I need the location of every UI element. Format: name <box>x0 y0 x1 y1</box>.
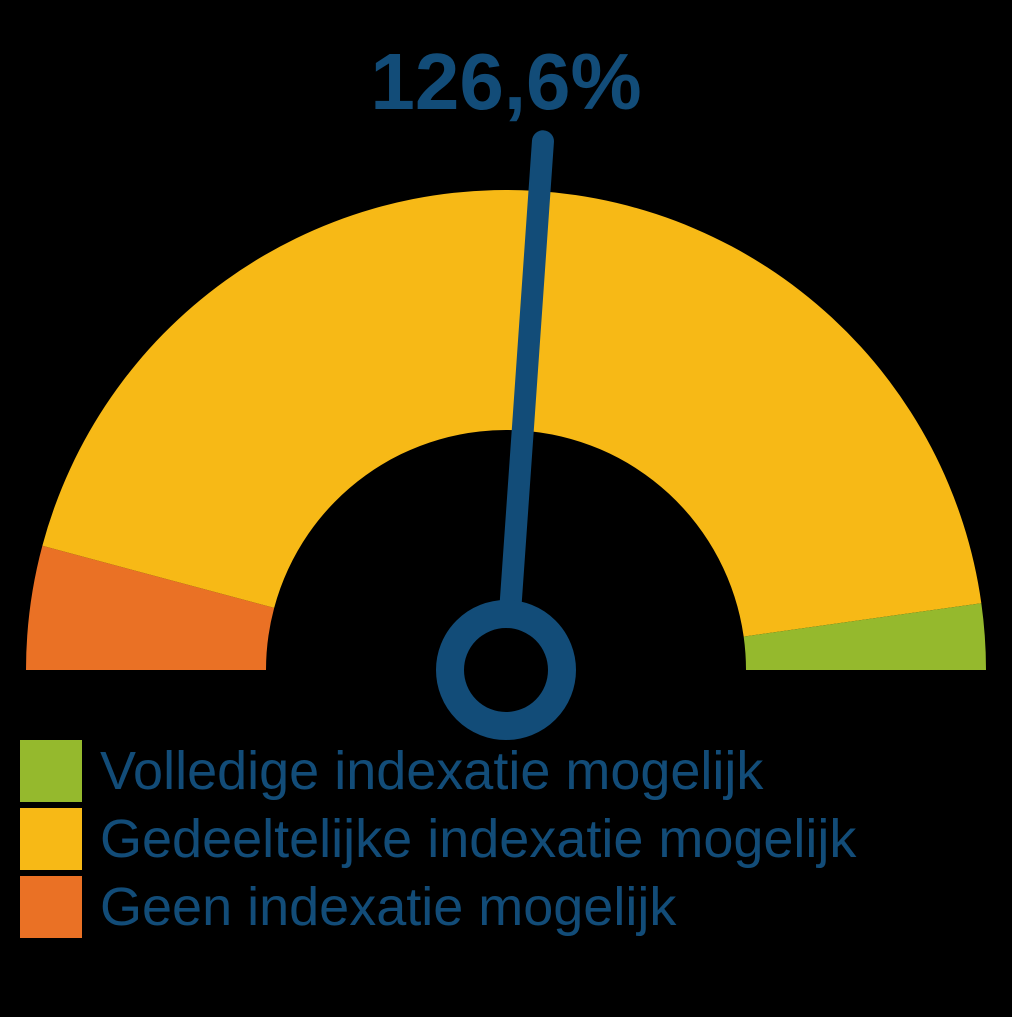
legend-swatch-partial <box>20 808 82 870</box>
legend-label: Gedeeltelijke indexatie mogelijk <box>100 808 856 870</box>
legend-swatch-full <box>20 740 82 802</box>
legend-item-partial: Gedeeltelijke indexatie mogelijk <box>20 808 856 870</box>
legend-item-none: Geen indexatie mogelijk <box>20 876 856 938</box>
gauge-value-label: 126,6% <box>370 36 641 128</box>
gauge-hub <box>450 614 562 726</box>
legend-label: Geen indexatie mogelijk <box>100 876 676 938</box>
legend-swatch-none <box>20 876 82 938</box>
legend-label: Volledige indexatie mogelijk <box>100 740 763 802</box>
legend-item-full: Volledige indexatie mogelijk <box>20 740 856 802</box>
legend: Volledige indexatie mogelijk Gedeeltelij… <box>20 740 856 944</box>
